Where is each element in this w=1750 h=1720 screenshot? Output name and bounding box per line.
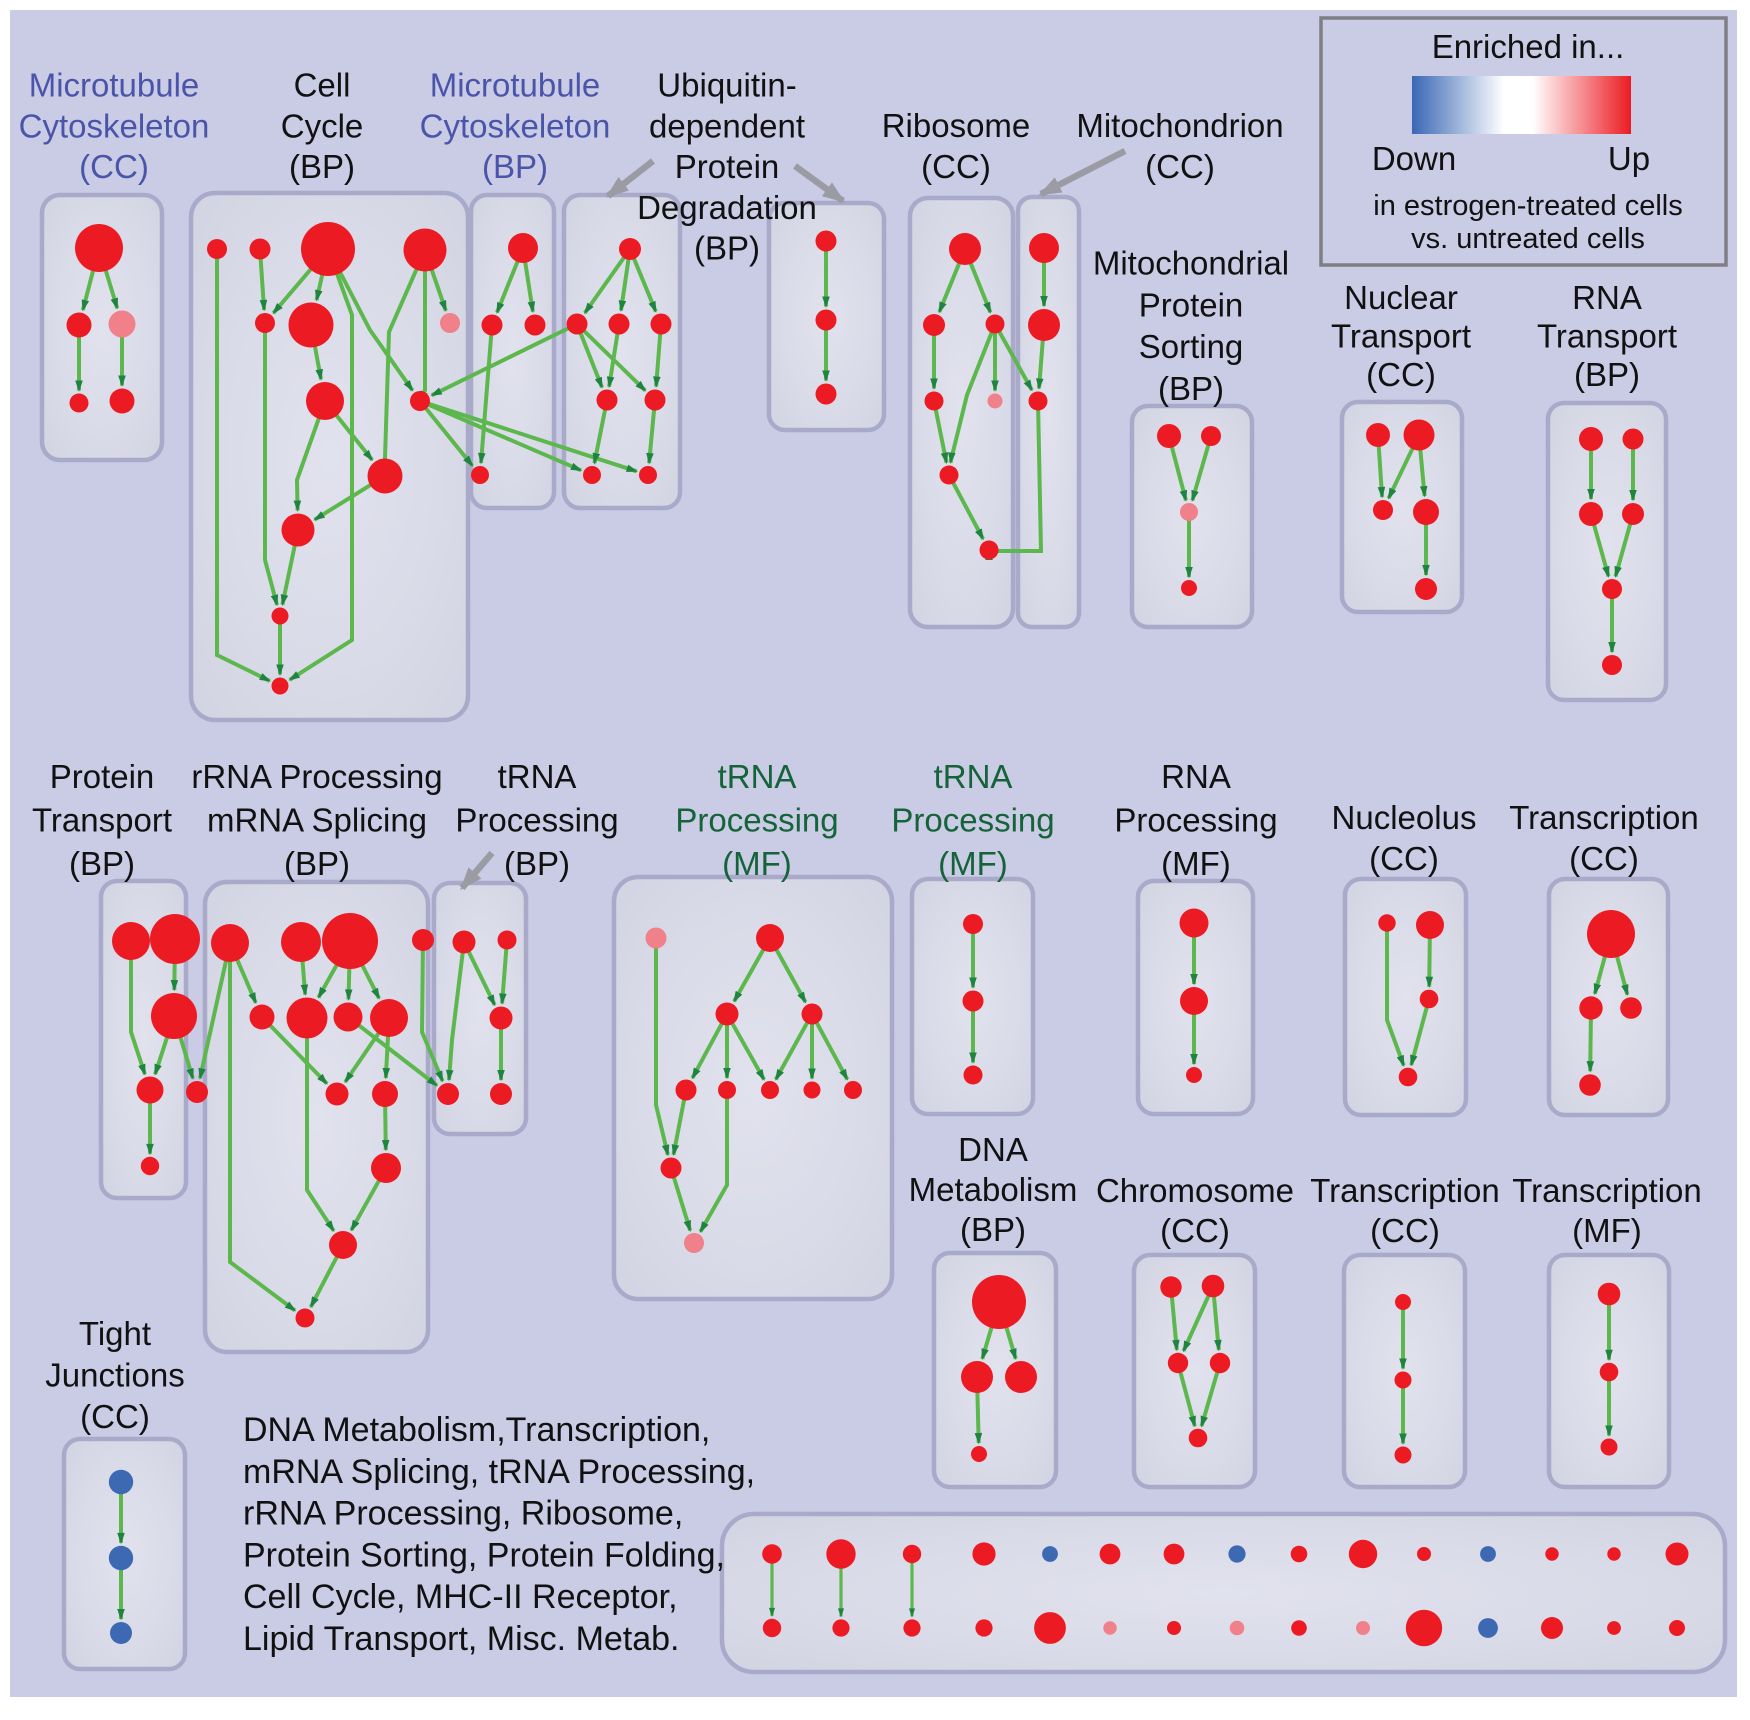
svg-text:Cell: Cell — [294, 67, 351, 104]
svg-text:Tight: Tight — [79, 1315, 151, 1352]
svg-text:Nucleolus: Nucleolus — [1332, 799, 1477, 836]
svg-text:(MF): (MF) — [1161, 845, 1231, 882]
svg-text:Processing: Processing — [675, 802, 838, 839]
svg-text:Transcription: Transcription — [1509, 799, 1699, 836]
svg-text:(CC): (CC) — [1370, 1212, 1440, 1249]
svg-text:DNA: DNA — [958, 1131, 1028, 1168]
svg-text:Metabolism: Metabolism — [909, 1171, 1078, 1208]
svg-text:(BP): (BP) — [960, 1211, 1026, 1248]
svg-text:Mitochondrial: Mitochondrial — [1093, 245, 1289, 282]
svg-text:Up: Up — [1608, 140, 1650, 177]
svg-text:mRNA Splicing, tRNA Processing: mRNA Splicing, tRNA Processing, — [243, 1453, 755, 1491]
svg-text:(CC): (CC) — [1366, 356, 1436, 393]
svg-text:mRNA Splicing: mRNA Splicing — [207, 802, 427, 839]
svg-text:(BP): (BP) — [289, 148, 355, 185]
svg-text:(MF): (MF) — [722, 845, 792, 882]
svg-text:Protein: Protein — [675, 148, 780, 185]
svg-text:Nuclear: Nuclear — [1344, 279, 1458, 316]
svg-text:(BP): (BP) — [69, 845, 135, 882]
svg-text:Microtubule: Microtubule — [29, 67, 200, 104]
svg-text:Cycle: Cycle — [281, 107, 364, 144]
svg-text:vs. untreated cells: vs. untreated cells — [1411, 223, 1645, 255]
svg-text:Cell Cycle, MHC-II Receptor,: Cell Cycle, MHC-II Receptor, — [243, 1578, 678, 1616]
svg-text:Protein Sorting, Protein Foldi: Protein Sorting, Protein Folding, — [243, 1536, 725, 1574]
svg-text:Degradation: Degradation — [637, 189, 817, 226]
svg-text:tRNA: tRNA — [498, 758, 577, 795]
svg-text:Transport: Transport — [1537, 318, 1677, 355]
svg-text:Processing: Processing — [455, 802, 618, 839]
svg-text:(BP): (BP) — [694, 230, 760, 267]
svg-text:Lipid Transport, Misc. Metab.: Lipid Transport, Misc. Metab. — [243, 1620, 680, 1658]
svg-text:(BP): (BP) — [1158, 370, 1224, 407]
svg-text:Transport: Transport — [1331, 318, 1471, 355]
svg-text:(BP): (BP) — [504, 845, 570, 882]
svg-text:DNA Metabolism,Transcription,: DNA Metabolism,Transcription, — [243, 1411, 710, 1449]
svg-text:Ubiquitin-: Ubiquitin- — [657, 67, 796, 104]
svg-text:Processing: Processing — [1114, 802, 1277, 839]
svg-text:(MF): (MF) — [1572, 1212, 1642, 1249]
svg-text:(CC): (CC) — [1569, 840, 1639, 877]
svg-text:Chromosome: Chromosome — [1096, 1172, 1294, 1209]
svg-text:(CC): (CC) — [1145, 148, 1215, 185]
svg-text:Transport: Transport — [32, 802, 172, 839]
svg-text:in estrogen-treated cells: in estrogen-treated cells — [1373, 190, 1683, 222]
svg-text:(MF): (MF) — [938, 845, 1008, 882]
svg-text:(CC): (CC) — [79, 148, 149, 185]
svg-text:(BP): (BP) — [284, 845, 350, 882]
svg-text:(CC): (CC) — [80, 1398, 150, 1435]
svg-text:Transcription: Transcription — [1310, 1172, 1500, 1209]
svg-text:Down: Down — [1372, 140, 1456, 177]
svg-text:rRNA Processing, Ribosome,: rRNA Processing, Ribosome, — [243, 1495, 683, 1533]
svg-text:Junctions: Junctions — [45, 1357, 184, 1394]
svg-text:Cytoskeleton: Cytoskeleton — [420, 107, 611, 144]
svg-text:(BP): (BP) — [482, 148, 548, 185]
svg-text:Protein: Protein — [1139, 286, 1244, 323]
svg-text:Ribosome: Ribosome — [882, 107, 1031, 144]
svg-text:tRNA: tRNA — [718, 758, 797, 795]
svg-text:tRNA: tRNA — [934, 758, 1013, 795]
svg-text:RNA: RNA — [1161, 758, 1231, 795]
svg-text:Mitochondrion: Mitochondrion — [1076, 107, 1283, 144]
svg-text:Microtubule: Microtubule — [430, 67, 601, 104]
svg-text:rRNA Processing: rRNA Processing — [191, 758, 442, 795]
svg-text:RNA: RNA — [1572, 279, 1642, 316]
svg-text:Cytoskeleton: Cytoskeleton — [19, 107, 210, 144]
svg-text:(BP): (BP) — [1574, 356, 1640, 393]
svg-text:Enriched in...: Enriched in... — [1432, 28, 1625, 65]
svg-text:Processing: Processing — [891, 802, 1054, 839]
svg-text:dependent: dependent — [649, 107, 805, 144]
svg-text:(CC): (CC) — [1160, 1212, 1230, 1249]
svg-text:Sorting: Sorting — [1139, 328, 1244, 365]
svg-text:(CC): (CC) — [1369, 840, 1439, 877]
svg-text:(CC): (CC) — [921, 148, 991, 185]
svg-text:Transcription: Transcription — [1512, 1172, 1702, 1209]
svg-text:Protein: Protein — [50, 758, 155, 795]
